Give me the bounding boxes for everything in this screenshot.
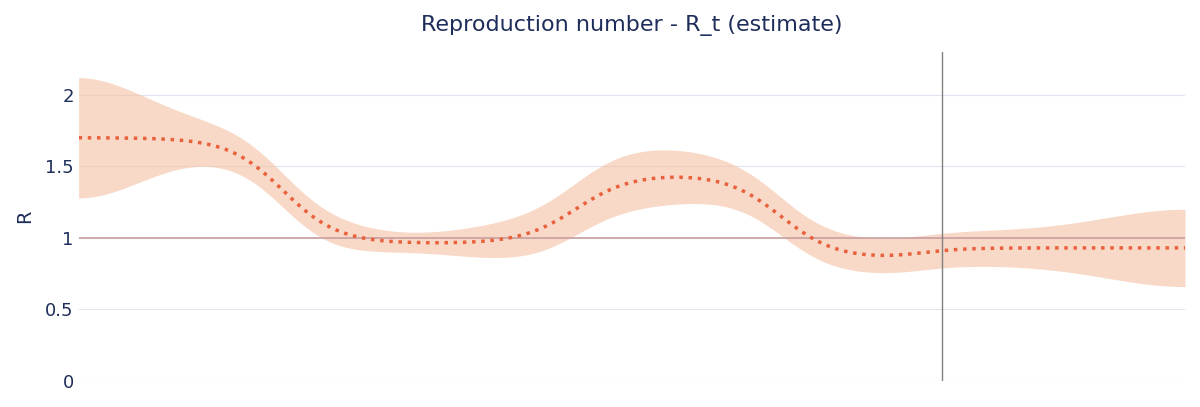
Title: Reproduction number - R_t (estimate): Reproduction number - R_t (estimate) bbox=[421, 15, 842, 36]
Y-axis label: R: R bbox=[14, 210, 34, 223]
